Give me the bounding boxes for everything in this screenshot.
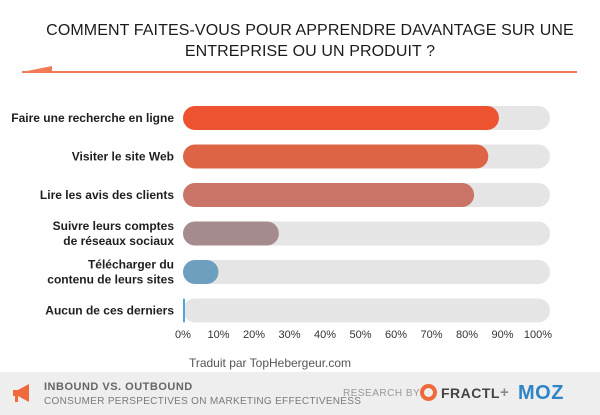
- plus-sign: +: [500, 384, 509, 401]
- category-label: Visiter le site Web: [72, 150, 174, 164]
- x-tick-label: 10%: [207, 329, 229, 341]
- category-label: Télécharger du: [88, 258, 174, 272]
- category-label: contenu de leurs sites: [47, 273, 174, 287]
- translation-credit: Traduit par TopHebergeur.com: [188, 356, 352, 370]
- bar-chart: Faire une recherche en ligne Visiter le s…: [11, 106, 552, 341]
- research-by-label: RESEARCH BY >: [343, 388, 430, 399]
- x-tick-label: 20%: [243, 329, 265, 341]
- bar-track: [183, 260, 550, 284]
- x-tick-label: 60%: [385, 329, 407, 341]
- bar: [183, 260, 219, 284]
- bar: [183, 106, 499, 130]
- x-tick-label: 50%: [349, 329, 371, 341]
- bar: [183, 183, 475, 207]
- bar-track: [183, 298, 550, 323]
- bar: [183, 144, 489, 169]
- category-label: Faire une recherche en ligne: [11, 111, 174, 125]
- footer-title: INBOUND VS. OUTBOUND: [44, 381, 193, 393]
- bar: [183, 221, 279, 246]
- fractl-logo-icon: [420, 384, 437, 401]
- title-divider-accent: [22, 66, 52, 72]
- megaphone-icon: [13, 384, 29, 402]
- x-tick-label: 0%: [175, 329, 191, 341]
- category-label: de réseaux sociaux: [63, 234, 174, 248]
- x-tick-label: 40%: [314, 329, 336, 341]
- footer-subtitle: CONSUMER PERSPECTIVES ON MARKETING EFFEC…: [44, 396, 362, 407]
- moz-logo: MOZ: [518, 382, 564, 404]
- x-tick-label: 100%: [524, 329, 552, 341]
- chart-title: COMMENT FAITES-VOUS POUR APPRENDRE DAVAN…: [46, 22, 574, 60]
- x-tick-label: 30%: [278, 329, 300, 341]
- category-label: Lire les avis des clients: [40, 188, 174, 202]
- x-tick-label: 80%: [456, 329, 478, 341]
- x-tick-label: 70%: [420, 329, 442, 341]
- category-label: Aucun de ces derniers: [45, 304, 174, 318]
- category-label: Suivre leurs comptes: [53, 219, 175, 233]
- footer-banner: INBOUND VS. OUTBOUND CONSUMER PERSPECTIV…: [0, 372, 600, 415]
- title-divider: [22, 71, 577, 73]
- x-tick-label: 90%: [491, 329, 513, 341]
- fractl-logo-text: FRACTL: [441, 385, 500, 401]
- bar: [183, 298, 185, 323]
